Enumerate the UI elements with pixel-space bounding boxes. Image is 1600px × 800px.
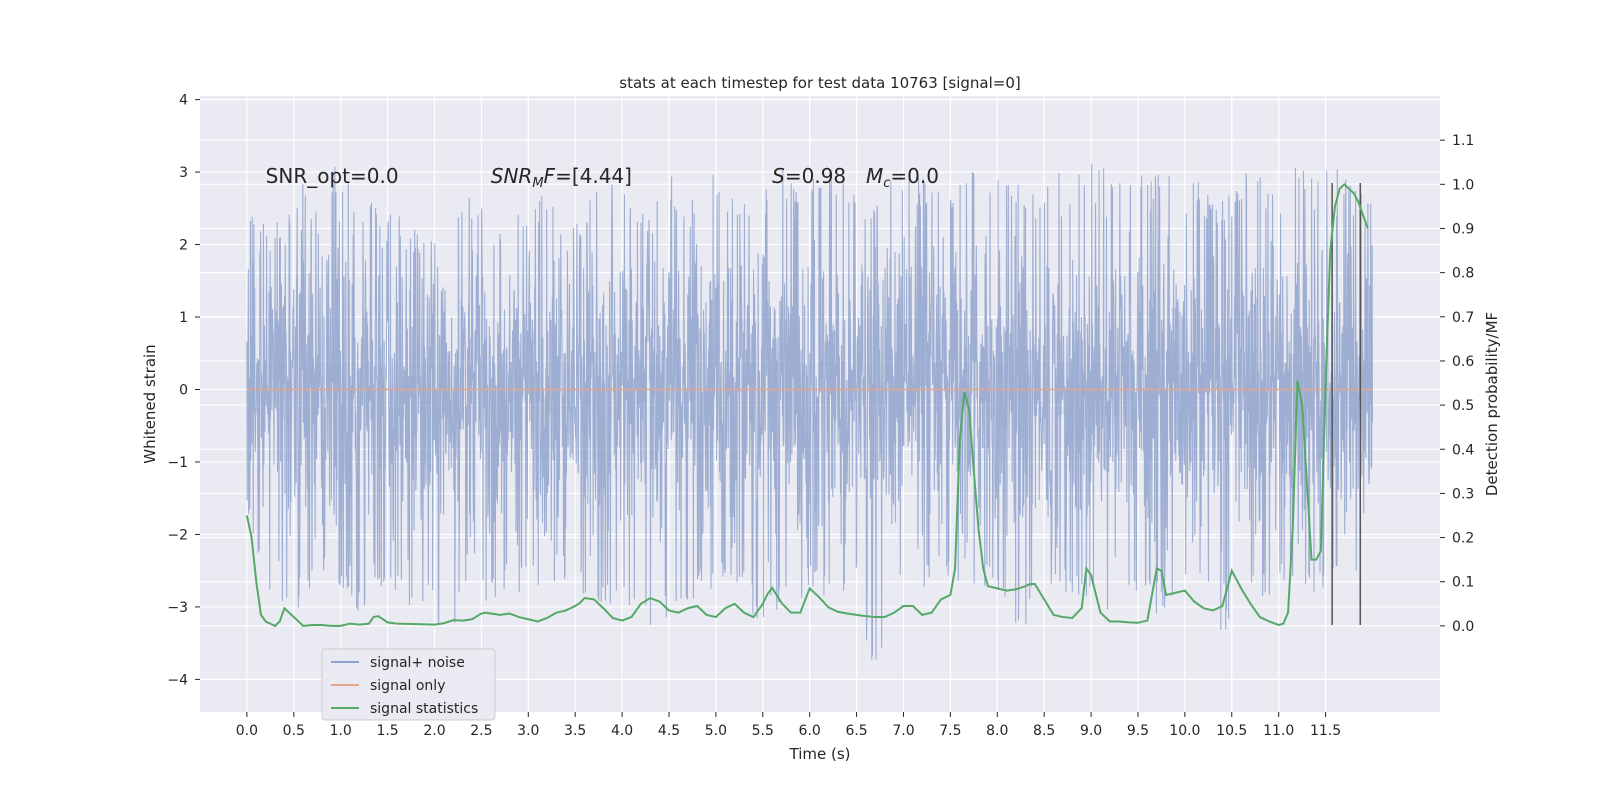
y-tick-label: 3 (179, 165, 188, 181)
x-tick-label: 3.0 (517, 723, 539, 739)
y-tick-label: −2 (167, 527, 188, 543)
series-signal-statistics (245, 182, 1369, 628)
x-tick-label: 8.5 (1033, 723, 1055, 739)
y-tick-label: 4 (179, 93, 188, 109)
y-tick-label-right: 0.9 (1452, 221, 1474, 237)
x-tick-label: 4.5 (658, 723, 680, 739)
y-tick-label: 0 (179, 383, 188, 399)
y-tick-label-right: 0.4 (1452, 442, 1474, 458)
x-tick-label: 1.0 (330, 723, 352, 739)
y-tick-label-right: 1.0 (1452, 177, 1474, 193)
grid (200, 96, 1440, 712)
annotation-mc: Mc=0.0 (866, 164, 939, 191)
x-tick-label: 9.5 (1127, 723, 1149, 739)
chart-title: stats at each timestep for test data 107… (619, 74, 1020, 92)
axis-layer: 0.0 0.5 1.0 1.5 2.0 2.5 3.0 3.5 4.0 4.5 5.0 5.5 6.0 6… (167, 93, 1474, 739)
legend-label-signal-only: signal only (370, 678, 445, 694)
y-tick-label: −1 (167, 455, 188, 471)
x-tick-label: 11.5 (1310, 723, 1341, 739)
x-tick-label: 8.0 (986, 723, 1008, 739)
x-tick-label: 5.0 (705, 723, 727, 739)
legend-box (321, 648, 496, 721)
series-layer (245, 163, 1374, 660)
y-axis-label-right: Detection probability/MF (1483, 312, 1501, 496)
annotation-layer: SNR_opt=0.0 SNRMF=[4.44] S=0.98 Mc=0.0 (266, 164, 939, 191)
x-tick-label: 0.5 (283, 723, 305, 739)
x-tick-label: 7.5 (939, 723, 961, 739)
x-tick-label: 10.5 (1216, 723, 1247, 739)
y-tick-label: 2 (179, 238, 188, 254)
x-tick-label: 2.0 (423, 723, 445, 739)
y-tick-label: −4 (167, 672, 188, 688)
y-tick-label-right: 1.1 (1452, 133, 1474, 149)
y-tick-label: 1 (179, 310, 188, 326)
y-axis-label: Whitened strain (141, 344, 159, 463)
annotation-snr-mf: SNRMF=[4.44] (491, 164, 632, 191)
x-tick-label: 4.0 (611, 723, 633, 739)
x-tick-label: 1.5 (376, 723, 398, 739)
x-tick-label: 6.5 (845, 723, 867, 739)
x-axis-label: Time (s) (789, 745, 851, 763)
x-tick-label: 9.0 (1080, 723, 1102, 739)
annotation-s: S=0.98 (772, 164, 846, 188)
y-tick-label-right: 0.0 (1452, 619, 1474, 635)
y-tick-label-right: 0.3 (1452, 486, 1474, 502)
x-tick-label: 7.0 (892, 723, 914, 739)
x-tick-label: 2.5 (470, 723, 492, 739)
legend-label-signal-statistics: signal statistics (370, 701, 478, 717)
y-tick-label-right: 0.8 (1452, 266, 1474, 282)
annotation-snr-opt: SNR_opt=0.0 (266, 164, 399, 188)
x-tick-label: 6.0 (799, 723, 821, 739)
x-tick-label: 0.0 (236, 723, 258, 739)
x-tick-label: 10.0 (1169, 723, 1200, 739)
x-tick-label: 3.5 (564, 723, 586, 739)
y-tick-label: −3 (167, 600, 188, 616)
legend: signal+ noise signal only signal statist… (321, 648, 496, 721)
y-tick-label-right: 0.6 (1452, 354, 1474, 370)
x-tick-label: 11.0 (1263, 723, 1294, 739)
y-tick-label-right: 0.1 (1452, 575, 1474, 591)
y-tick-label-right: 0.7 (1452, 310, 1474, 326)
legend-label-signal-noise: signal+ noise (370, 655, 465, 671)
x-tick-label: 5.5 (752, 723, 774, 739)
y-tick-label-right: 0.2 (1452, 531, 1474, 547)
y-tick-label-right: 0.5 (1452, 398, 1474, 414)
